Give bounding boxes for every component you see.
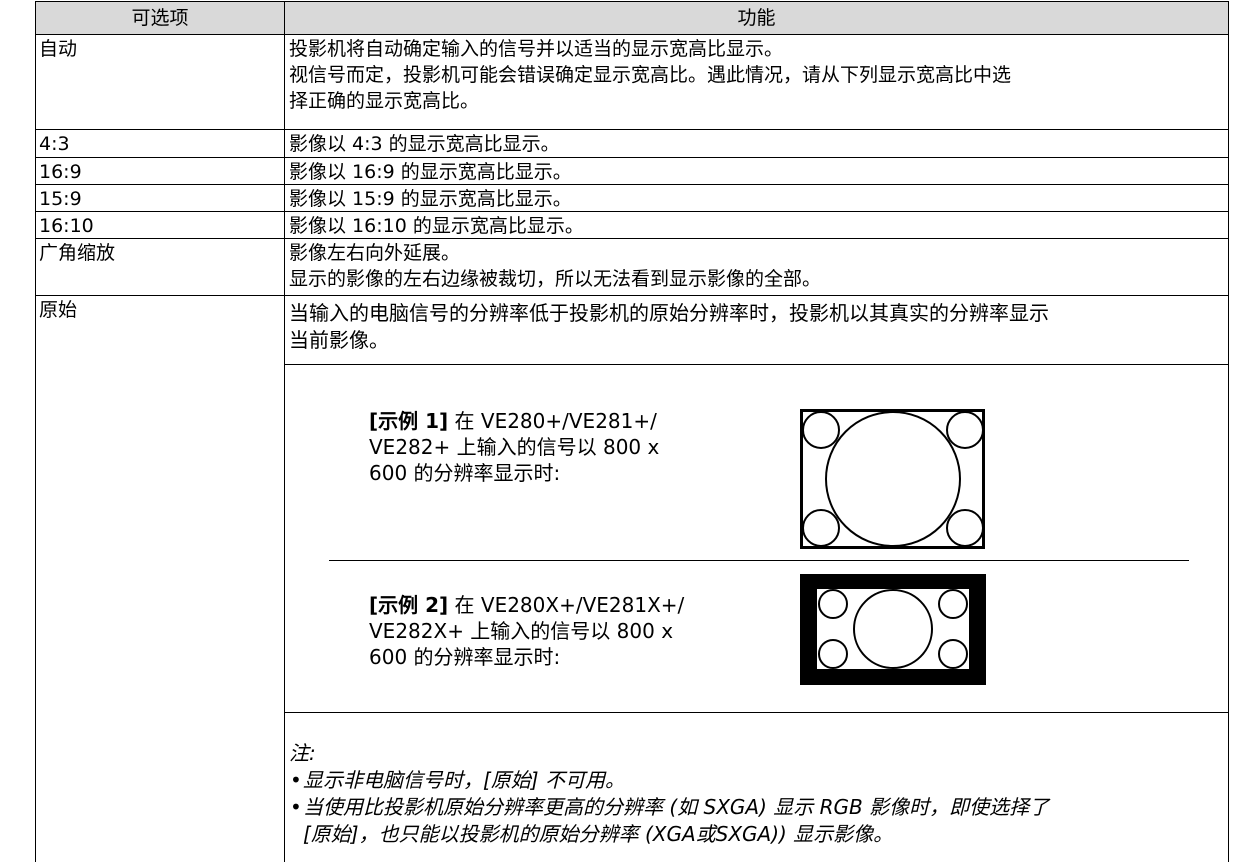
text-line: 投影机将自动确定输入的信号并以适当的显示宽高比显示。 <box>289 38 784 60</box>
text-line: 600 的分辨率显示时: <box>369 645 561 669</box>
example-text: [示例 1] 在 VE280+/VE281+/ VE282+ 上输入的信号以 8… <box>369 408 659 486</box>
text-line: [示例 2] 在 VE280X+/VE281X+/ <box>369 592 684 618</box>
example-label: [示例 1] <box>369 409 449 433</box>
table-row: 16:9 影像以 16:9 的显示宽高比显示。 <box>35 158 1229 185</box>
table-row: 15:9 影像以 15:9 的显示宽高比显示。 <box>35 185 1229 212</box>
option-cell: 广角缩放 <box>35 239 285 295</box>
text-line: 影像左右向外延展。 <box>289 242 461 264</box>
text-line: 当前影像。 <box>289 328 389 352</box>
text-line: 视信号而定，投影机可能会错误确定显示宽高比。遇此情况，请从下列显示宽高比中选 <box>289 64 1012 86</box>
paragraph: 当输入的电脑信号的分辨率低于投影机的原始分辨率时，投影机以其真实的分辨率显示 当… <box>289 300 1049 354</box>
function-cell: 影像左右向外延展。 显示的影像的左右边缘被裁切，所以无法看到显示影像的全部。 <box>285 239 1229 295</box>
text-line: VE282X+ 上输入的信号以 800 x <box>369 619 674 643</box>
note-title: 注: <box>289 741 316 765</box>
table-row: 自动 投影机将自动确定输入的信号并以适当的显示宽高比显示。 视信号而定，投影机可… <box>35 35 1229 130</box>
divider <box>285 712 1228 713</box>
option-cell: 原始 <box>35 296 285 862</box>
example-label: [示例 2] <box>369 593 449 617</box>
text-line: 择正确的显示宽高比。 <box>289 90 480 112</box>
header-row: 可选项 功能 <box>35 1 1229 35</box>
text-line: 显示非电脑信号时，[原始] 不可用。 <box>303 768 625 792</box>
option-cell: 15:9 <box>35 185 285 211</box>
function-cell: 影像以 16:9 的显示宽高比显示。 <box>285 158 1229 184</box>
text-line: 当输入的电脑信号的分辨率低于投影机的原始分辨率时，投影机以其真实的分辨率显示 <box>289 301 1049 325</box>
function-cell: 影像以 16:10 的显示宽高比显示。 <box>285 212 1229 238</box>
note-item: 显示非电脑信号时，[原始] 不可用。 <box>290 767 1049 794</box>
text-line: 当使用比投影机原始分辨率更高的分辨率 (如 SXGA) 显示 RGB 影像时，即… <box>303 795 1050 819</box>
options-table: 可选项 功能 自动 投影机将自动确定输入的信号并以适当的显示宽高比显示。 视信号… <box>35 1 1229 862</box>
separator <box>329 560 1189 561</box>
note-item: 当使用比投影机原始分辨率更高的分辨率 (如 SXGA) 显示 RGB 影像时，即… <box>290 794 1050 848</box>
example-diagram <box>800 409 985 549</box>
text-line: 影像以 4:3 的显示宽高比显示。 <box>289 133 560 155</box>
option-cell: 4:3 <box>35 130 285 157</box>
text-line: 在 VE280X+/VE281X+/ <box>454 593 685 617</box>
function-cell: 影像以 4:3 的显示宽高比显示。 <box>285 130 1229 157</box>
text-line: 影像以 16:9 的显示宽高比显示。 <box>289 161 572 183</box>
option-cell: 16:9 <box>35 158 285 184</box>
function-cell: 影像以 15:9 的显示宽高比显示。 <box>285 185 1229 211</box>
example-text: [示例 2] 在 VE280X+/VE281X+/ VE282X+ 上输入的信号… <box>369 592 684 670</box>
option-cell: 自动 <box>35 35 285 129</box>
divider <box>285 364 1228 365</box>
text-line: 影像以 15:9 的显示宽高比显示。 <box>289 188 572 210</box>
option-cell: 16:10 <box>35 212 285 238</box>
note-list: 显示非电脑信号时，[原始] 不可用。 当使用比投影机原始分辨率更高的分辨率 (如… <box>289 767 1049 848</box>
table-row: 4:3 影像以 4:3 的显示宽高比显示。 <box>35 130 1229 158</box>
table-row: 广角缩放 影像左右向外延展。 显示的影像的左右边缘被裁切，所以无法看到显示影像的… <box>35 239 1229 296</box>
text-line: VE282+ 上输入的信号以 800 x <box>369 435 660 459</box>
example-diagram <box>800 574 986 685</box>
header-cell: 功能 <box>285 2 1229 34</box>
text-line: 600 的分辨率显示时: <box>369 461 561 485</box>
function-cell: 当输入的电脑信号的分辨率低于投影机的原始分辨率时，投影机以其真实的分辨率显示 当… <box>285 296 1229 862</box>
note: 注: 显示非电脑信号时，[原始] 不可用。 当使用比投影机原始分辨率更高的分辨率… <box>289 740 1049 848</box>
header-cell: 可选项 <box>35 2 285 34</box>
table-row: 16:10 影像以 16:10 的显示宽高比显示。 <box>35 212 1229 239</box>
text-line: 影像以 16:10 的显示宽高比显示。 <box>289 215 584 237</box>
text-line: [示例 1] 在 VE280+/VE281+/ <box>369 408 659 434</box>
function-cell: 投影机将自动确定输入的信号并以适当的显示宽高比显示。 视信号而定，投影机可能会错… <box>285 35 1229 129</box>
text-line: 显示的影像的左右边缘被裁切，所以无法看到显示影像的全部。 <box>289 268 822 290</box>
text-line: 在 VE280+/VE281+/ <box>454 409 657 433</box>
table-row: 原始 当输入的电脑信号的分辨率低于投影机的原始分辨率时，投影机以其真实的分辨率显… <box>35 296 1229 862</box>
text-line: [原始]，也只能以投影机的原始分辨率 (XGA或SXGA)) 显示影像。 <box>303 822 894 846</box>
